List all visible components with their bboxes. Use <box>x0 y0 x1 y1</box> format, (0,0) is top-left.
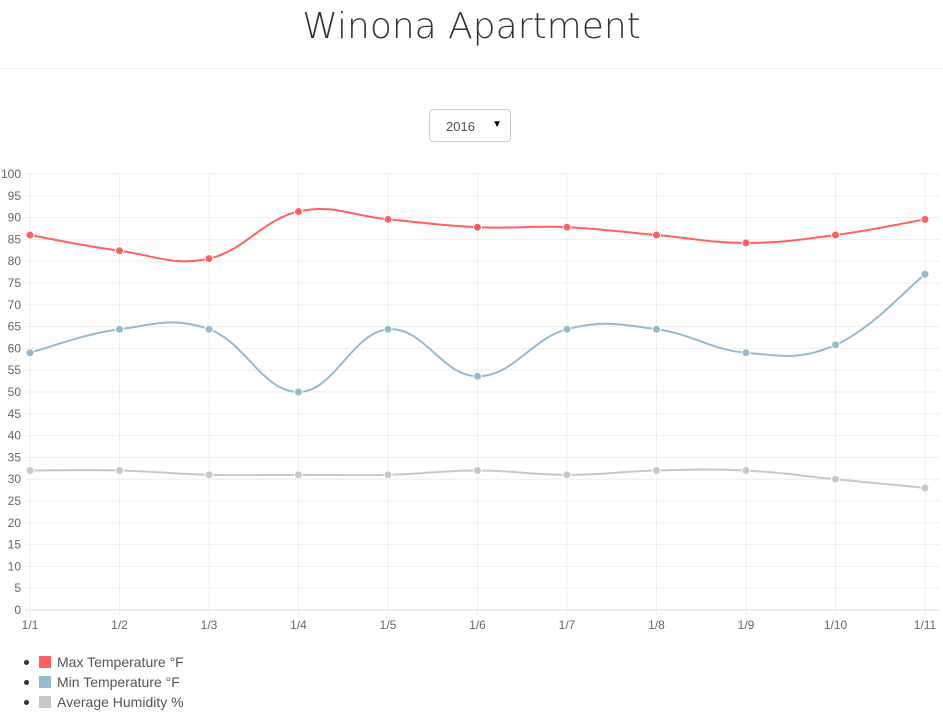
data-point <box>741 238 751 248</box>
y-tick-label: 40 <box>8 429 22 443</box>
x-tick-label: 1/9 <box>738 618 755 632</box>
header-divider <box>0 68 943 69</box>
x-tick-label: 1/1 <box>22 618 39 632</box>
data-point <box>383 214 393 224</box>
series-line <box>29 273 926 394</box>
x-tick-label: 1/3 <box>201 618 218 632</box>
y-tick-label: 15 <box>8 538 22 552</box>
y-tick-label: 35 <box>8 450 22 464</box>
data-point <box>294 470 303 480</box>
legend-label: Average Humidity % <box>57 694 184 710</box>
data-point <box>294 206 303 216</box>
y-tick-label: 45 <box>8 407 22 421</box>
data-point <box>920 483 930 493</box>
legend-label: Max Temperature °F <box>57 654 184 670</box>
x-tick-label: 1/10 <box>824 618 848 632</box>
data-point <box>741 348 751 358</box>
data-point <box>115 324 124 334</box>
y-tick-label: 20 <box>8 516 22 530</box>
bullet-icon <box>24 699 29 705</box>
data-point <box>831 340 840 350</box>
data-point <box>741 465 751 475</box>
data-point <box>383 470 393 480</box>
x-tick-label: 1/2 <box>111 618 128 632</box>
data-point <box>473 222 482 232</box>
y-tick-label: 70 <box>8 298 22 312</box>
legend-item: Min Temperature °F <box>24 672 184 692</box>
data-point <box>115 465 124 475</box>
x-tick-label: 1/6 <box>469 618 486 632</box>
x-tick-label: 1/11 <box>914 618 937 632</box>
data-point <box>25 465 35 475</box>
x-tick-label: 1/7 <box>559 618 576 632</box>
y-tick-label: 85 <box>8 232 22 246</box>
y-tick-label: 25 <box>8 494 22 508</box>
data-point <box>920 269 930 279</box>
bullet-icon <box>24 659 29 665</box>
bullet-icon <box>24 679 29 685</box>
legend-swatch <box>39 696 51 708</box>
year-select-value: 2016 <box>446 119 475 134</box>
data-point <box>652 465 661 475</box>
y-tick-label: 90 <box>8 211 22 225</box>
x-tick-label: 1/5 <box>380 618 397 632</box>
x-tick-label: 1/4 <box>290 618 307 632</box>
line-chart: 0 5 10 15 20 25 30 35 40 45 50 55 60 65 70 75 80 85 90 95 10… <box>1 167 940 632</box>
y-tick-label: 100 <box>1 167 21 181</box>
legend-item: Max Temperature °F <box>24 652 184 672</box>
x-tick-label: 1/8 <box>648 618 665 632</box>
y-tick-label: 60 <box>8 341 22 355</box>
data-point <box>204 470 214 480</box>
data-point <box>562 470 572 480</box>
data-point <box>831 230 840 240</box>
data-point <box>473 371 482 381</box>
y-tick-label: 75 <box>8 276 22 290</box>
y-tick-label: 50 <box>8 385 22 399</box>
data-point <box>25 230 35 240</box>
data-point <box>562 324 572 334</box>
y-tick-label: 95 <box>8 189 22 203</box>
page-title: Winona Apartment <box>302 6 641 47</box>
data-point <box>920 214 930 224</box>
y-tick-label: 55 <box>8 363 22 377</box>
data-point <box>562 222 572 232</box>
legend-swatch <box>39 676 51 688</box>
y-tick-label: 10 <box>8 559 22 573</box>
data-point <box>25 348 35 358</box>
data-point <box>652 324 661 334</box>
y-tick-label: 30 <box>8 472 22 486</box>
data-point <box>115 246 124 256</box>
data-point <box>831 474 840 484</box>
legend-label: Min Temperature °F <box>57 674 180 690</box>
y-tick-label: 0 <box>14 603 21 617</box>
legend-item: Average Humidity % <box>24 692 184 712</box>
chevron-down-icon: ▼ <box>492 119 502 130</box>
chart-legend: Max Temperature °F Min Temperature °F Aver… <box>24 652 184 712</box>
legend-swatch <box>39 656 51 668</box>
y-tick-label: 65 <box>8 320 22 334</box>
data-point <box>652 230 661 240</box>
data-point <box>383 324 393 334</box>
y-tick-label: 80 <box>8 254 22 268</box>
y-tick-label: 5 <box>14 581 21 595</box>
data-point <box>204 324 214 334</box>
data-point <box>473 465 482 475</box>
year-select[interactable]: 2016 ▼ <box>429 109 511 142</box>
data-point <box>294 387 303 397</box>
data-point <box>204 254 214 264</box>
